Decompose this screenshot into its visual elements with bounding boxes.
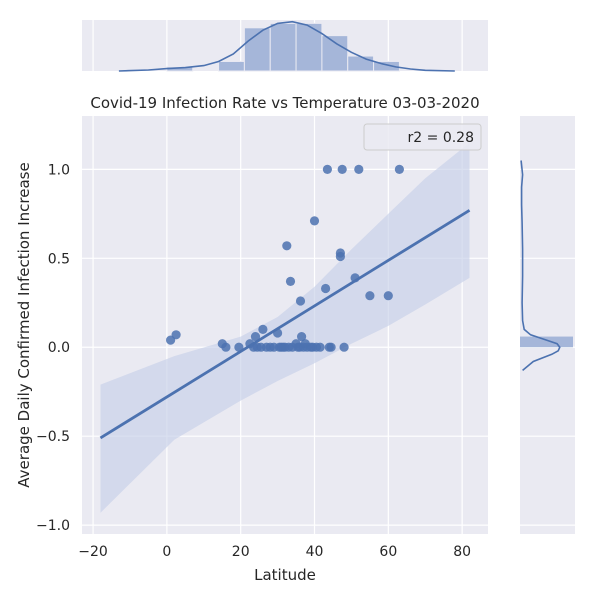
scatter-point — [394, 164, 404, 174]
top-histogram-bar — [373, 60, 400, 72]
y-tick-label: 0.5 — [48, 251, 70, 267]
x-tick-labels: −20 0 20 40 60 80 — [78, 544, 471, 560]
legend-swatch — [371, 132, 391, 142]
top-marginal-kde-curve — [118, 20, 455, 72]
top-histogram-bar — [321, 35, 349, 72]
scatter-point — [337, 164, 347, 174]
scatter-points — [166, 164, 404, 352]
scatter-point — [322, 164, 332, 174]
x-tick-label: 40 — [306, 544, 324, 560]
right-histogram-bar — [520, 336, 573, 348]
scatter-point — [282, 241, 292, 251]
top-histogram-bar — [269, 22, 297, 72]
confidence-band — [100, 142, 470, 513]
scatter-point — [350, 273, 360, 283]
scatter-point — [365, 291, 375, 301]
legend-box — [363, 123, 482, 151]
legend-label: r2 = 0.28 — [408, 130, 474, 146]
scatter-point — [326, 342, 336, 352]
x-tick-label: −20 — [78, 544, 108, 560]
x-tick-label: 80 — [453, 544, 471, 560]
y-tick-label: −1.0 — [36, 518, 70, 534]
x-axis-label: Latitude — [254, 566, 316, 584]
right-marginal-kde-curve — [520, 160, 561, 372]
right-marginal-background — [520, 116, 575, 534]
scatter-point — [250, 332, 261, 342]
scatter-point — [258, 324, 268, 334]
scatter-point — [234, 342, 244, 352]
regression-line — [99, 209, 471, 440]
right-marginal-axes — [520, 116, 575, 534]
top-marginal-axes — [82, 20, 488, 72]
scatter-point — [297, 332, 307, 342]
scatter-point — [171, 330, 181, 340]
top-histogram-bar — [218, 60, 245, 72]
legend: r2 = 0.28 — [363, 123, 482, 151]
scatter-point — [383, 291, 393, 301]
chart-title: Covid-19 Infection Rate vs Temperature 0… — [90, 94, 479, 112]
scatter-point — [339, 342, 349, 352]
y-tick-label: −0.5 — [36, 429, 70, 445]
scatter-point — [285, 276, 296, 286]
scatter-point — [295, 296, 306, 306]
scatter-point — [273, 328, 283, 338]
y-axis-label: Average Daily Confirmed Infection Increa… — [15, 162, 33, 487]
y-tick-labels: −1.0 −0.5 0.0 0.5 1.0 — [36, 162, 70, 534]
y-tick-label: 1.0 — [48, 162, 70, 178]
y-tick-label: 0.0 — [48, 340, 70, 356]
x-tick-label: 20 — [232, 544, 250, 560]
main-scatter-axes: r2 = 0.28 — [82, 116, 488, 534]
right-marginal-histogram — [520, 336, 573, 348]
scatter-point — [354, 164, 364, 174]
scatter-point — [309, 216, 320, 226]
scatter-point — [335, 251, 345, 262]
scatter-point — [321, 283, 331, 294]
x-tick-label: 60 — [379, 544, 397, 560]
x-tick-label: 0 — [162, 544, 171, 560]
scatter-point — [221, 342, 231, 352]
scatter-point — [315, 342, 325, 352]
top-histogram-bar — [347, 55, 375, 72]
